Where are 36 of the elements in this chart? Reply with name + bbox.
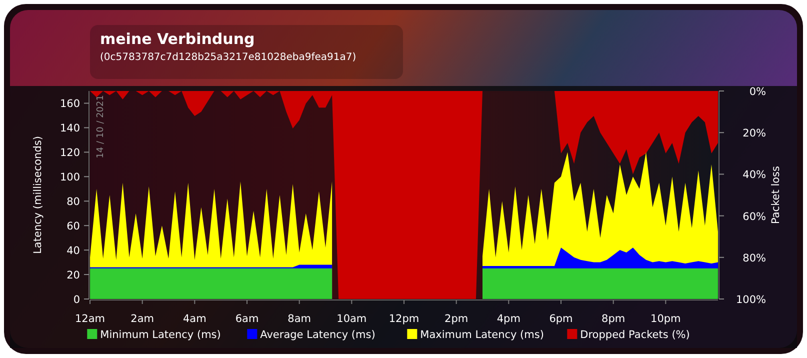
y-tick-label: 120 (60, 147, 80, 160)
y2-tick-label: 60% (742, 210, 766, 223)
y-tick-label: 80 (66, 196, 80, 208)
x-tick-label: 12am (74, 313, 106, 325)
y-tick-label: 100 (60, 172, 80, 184)
legend-label: Dropped Packets (%) (580, 329, 690, 341)
legend-label: Average Latency (ms) (260, 329, 376, 341)
y-tick-label: 20 (66, 270, 80, 282)
legend-label: Minimum Latency (ms) (100, 329, 221, 341)
y2-tick-label: 80% (742, 252, 766, 264)
annotation: 14 / 10 / 2021 (96, 95, 106, 158)
y2-tick-label: 20% (742, 128, 766, 140)
x-tick-label: 10pm (650, 313, 681, 325)
chart-title: meine Verbindung (100, 30, 255, 48)
x-tick-label: 4am (182, 313, 206, 325)
y2-axis-title: Packet loss (770, 166, 782, 224)
y2-tick-label: 100% (736, 294, 766, 306)
y-axis-title: Latency (milliseconds) (32, 136, 44, 254)
y-tick-label: 40 (66, 245, 80, 258)
y2-tick-label: 40% (742, 169, 766, 182)
x-tick-label: 2am (130, 313, 154, 325)
legend-label: Maximum Latency (ms) (420, 329, 544, 341)
chart-subtitle: (0c5783787c7d128b25a3217e81028eba9fea91a7) (100, 52, 356, 63)
y-tick-label: 60 (66, 220, 80, 233)
x-tick-label: 2pm (444, 313, 468, 325)
x-tick-label: 6pm (549, 313, 573, 325)
x-tick-label: 10am (336, 313, 367, 325)
x-tick-label: 6am (235, 313, 259, 325)
x-tick-label: 8am (288, 313, 312, 325)
y2-tick-label: 0% (749, 86, 766, 98)
y-tick-label: 0 (73, 294, 80, 306)
y-tick-label: 140 (60, 122, 80, 135)
x-tick-label: 4pm (496, 313, 520, 325)
x-tick-label: 12pm (388, 313, 420, 325)
x-tick-label: 8pm (602, 313, 626, 325)
y-tick-label: 160 (60, 98, 80, 110)
